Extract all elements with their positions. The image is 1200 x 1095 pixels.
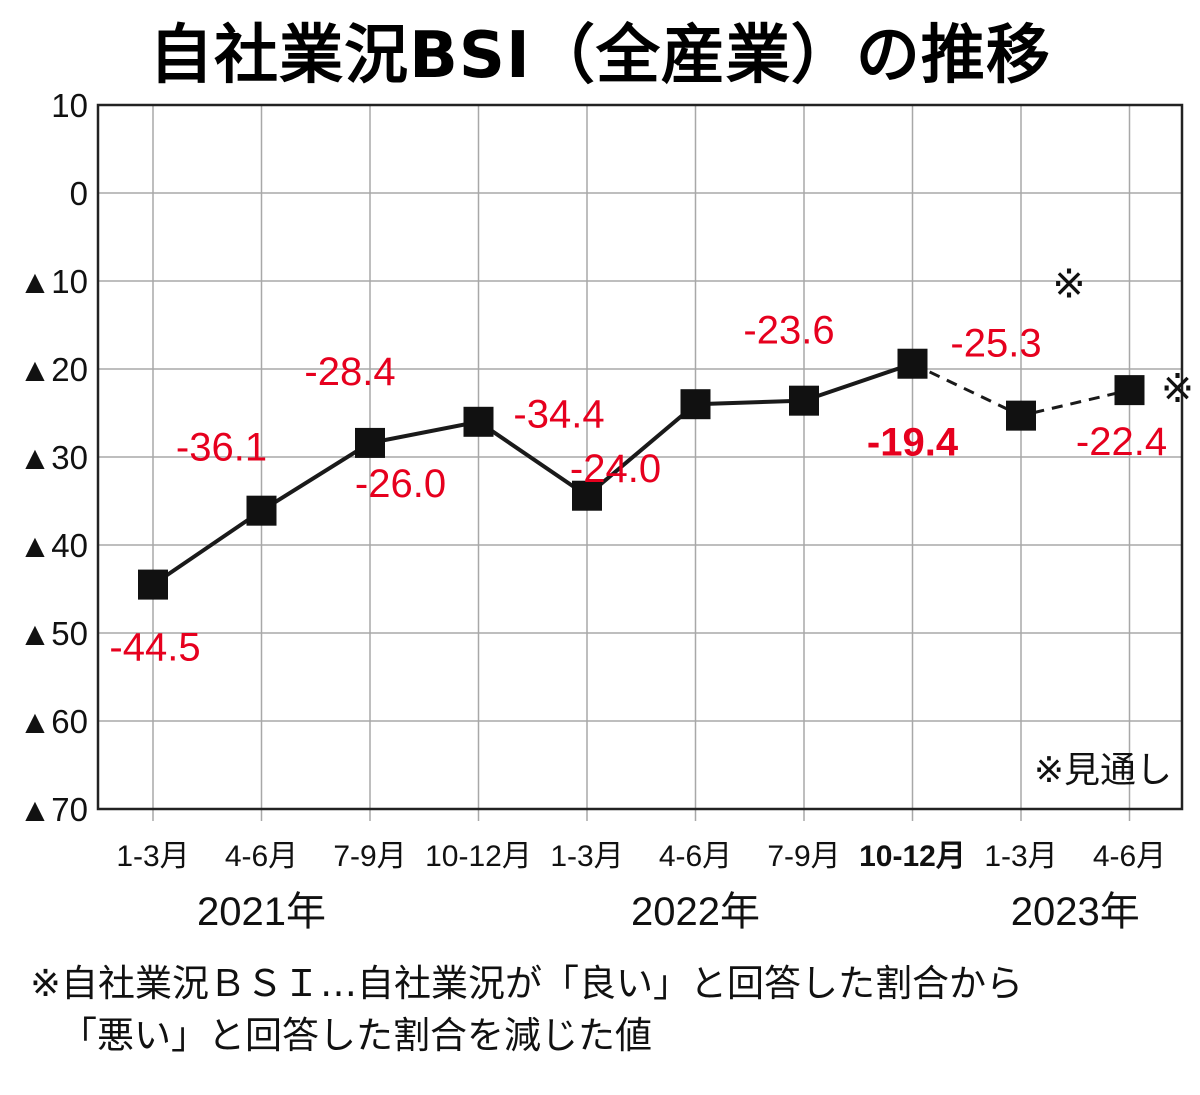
data-point [1114, 375, 1145, 406]
y-tick-label: ▲60 [19, 703, 88, 740]
data-label: -24.0 [570, 447, 661, 491]
series-line-actual [151, 361, 914, 587]
data-point [355, 427, 385, 458]
data-label: -28.4 [304, 350, 395, 394]
data-point [897, 348, 928, 379]
forecast-marker: ※ [1052, 262, 1086, 308]
footnote: ※自社業況ＢＳＩ…自社業況が「良い」と回答した割合から 「悪い」と回答した割合を… [30, 958, 1190, 1062]
y-tick-label: ▲30 [19, 439, 88, 476]
data-label: -19.4 [867, 421, 959, 465]
x-tick-label: 7-9月 [333, 840, 406, 873]
data-point [572, 480, 602, 511]
legend-note: ※見通し [1034, 750, 1172, 791]
data-label: -44.5 [109, 626, 200, 670]
x-tick-label: 4-6月 [225, 840, 298, 873]
x-tick-label: 1-3月 [984, 840, 1057, 873]
x-tick-label: 4-6月 [1093, 840, 1166, 873]
y-tick-label: ▲40 [19, 527, 88, 564]
y-tick-label: ▲20 [19, 351, 88, 388]
plot-frame [96, 103, 1184, 811]
series-markers [138, 348, 1145, 600]
data-point [463, 406, 494, 437]
y-tick-label: ▲70 [19, 791, 88, 828]
x-tick-label: 10-12月 [425, 840, 532, 873]
x-tick-label: 4-6月 [659, 840, 732, 873]
x-tick-label: 10-12月 [859, 840, 966, 873]
data-point [789, 385, 819, 416]
bsi-line-chart: 10 0 ▲10 ▲20 ▲30 ▲40 ▲50 ▲60 ▲70 1-3月 4-6月 7-9月 10-… [19, 87, 1195, 934]
x-axis-ticks: 1-3月 4-6月 7-9月 10-12月 1-3月 4-6月 7-9月 10-12月 1-3月… [116, 840, 1166, 873]
data-point [246, 495, 277, 526]
data-labels: -44.5 -36.1 -28.4 -26.0 -34.4 -24.0 -23.6 -19.4… [109, 309, 1167, 670]
y-axis-ticks: 10 0 ▲10 ▲20 ▲30 ▲40 ▲50 ▲60 ▲70 [19, 87, 88, 828]
x-tick-label: 1-3月 [116, 840, 189, 873]
year-label: 2021年 [197, 890, 326, 934]
y-tick-label: ▲10 [19, 263, 88, 300]
data-label: -22.4 [1076, 420, 1167, 464]
year-label: 2023年 [1011, 890, 1140, 934]
y-tick-label: ▲50 [19, 615, 88, 652]
y-tick-label: 0 [70, 175, 88, 212]
y-tick-label: 10 [51, 87, 88, 124]
data-label: -34.4 [513, 393, 604, 437]
footnote-line-2: 「悪い」と回答した割合を減じた値 [60, 1014, 652, 1057]
data-label: -26.0 [355, 462, 446, 506]
footnote-line-1: ※自社業況ＢＳＩ…自社業況が「良い」と回答した割合から [30, 962, 1024, 1005]
chart-title: 自社業況BSI（全産業）の推移 [149, 19, 1051, 93]
data-point [138, 569, 168, 600]
x-tick-label: 7-9月 [767, 840, 840, 873]
year-labels: 2021年 2022年 2023年 [197, 890, 1140, 934]
data-point [1006, 400, 1036, 431]
x-tick-label: 1-3月 [550, 840, 623, 873]
data-label: -36.1 [176, 426, 267, 470]
year-label: 2022年 [631, 890, 760, 934]
data-point [680, 389, 711, 420]
data-label: -25.3 [950, 322, 1041, 366]
forecast-markers: ※※ [1052, 262, 1194, 412]
forecast-marker: ※ [1161, 366, 1195, 412]
data-label: -23.6 [743, 309, 834, 353]
